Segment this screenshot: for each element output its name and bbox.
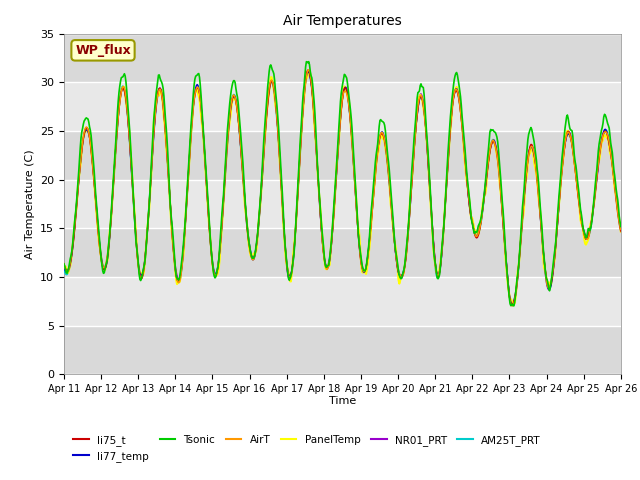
PanelTemp [60, 266, 68, 272]
Bar [64, 228, 621, 277]
Tsonic [510, 303, 518, 309]
AM25T_PRT [617, 228, 625, 233]
li77_temp [70, 230, 78, 236]
PanelTemp [510, 302, 518, 308]
Tsonic [60, 261, 68, 267]
li75_t [304, 67, 312, 73]
li75_t [70, 233, 78, 239]
li77_temp [509, 302, 516, 308]
PanelTemp [617, 228, 625, 234]
li75_t [60, 261, 68, 267]
AirT [60, 261, 68, 266]
NR01_PRT [428, 203, 435, 209]
X-axis label: Time: Time [329, 396, 356, 406]
li77_temp [184, 178, 192, 184]
AirT [214, 267, 221, 273]
PanelTemp [411, 136, 419, 142]
Tsonic [70, 224, 78, 230]
AM25T_PRT [127, 166, 135, 172]
Line: PanelTemp: PanelTemp [64, 71, 621, 305]
Line: NR01_PRT: NR01_PRT [64, 71, 621, 303]
Bar [64, 131, 621, 180]
NR01_PRT [184, 180, 192, 185]
li77_temp [60, 264, 68, 270]
Line: li75_t: li75_t [64, 70, 621, 305]
Line: AirT: AirT [64, 70, 621, 306]
AM25T_PRT [70, 229, 78, 235]
PanelTemp [70, 228, 78, 234]
li75_t [127, 165, 135, 170]
NR01_PRT [214, 269, 221, 275]
NR01_PRT [411, 136, 419, 142]
AM25T_PRT [509, 301, 516, 307]
Line: AM25T_PRT: AM25T_PRT [64, 73, 621, 304]
NR01_PRT [509, 300, 516, 306]
AM25T_PRT [304, 71, 312, 76]
AM25T_PRT [411, 135, 419, 141]
li75_t [617, 228, 625, 234]
AirT [70, 228, 78, 234]
NR01_PRT [70, 230, 78, 236]
Tsonic [305, 59, 312, 64]
AM25T_PRT [214, 266, 221, 272]
AirT [411, 136, 419, 142]
AirT [428, 206, 435, 212]
li75_t [411, 137, 419, 143]
PanelTemp [214, 271, 221, 277]
Tsonic [214, 267, 221, 273]
li77_temp [127, 165, 135, 170]
li77_temp [428, 206, 435, 212]
AirT [305, 67, 312, 72]
PanelTemp [184, 180, 192, 185]
Title: Air Temperatures: Air Temperatures [283, 14, 402, 28]
Line: Tsonic: Tsonic [64, 61, 621, 306]
li77_temp [304, 69, 312, 74]
Tsonic [428, 202, 435, 208]
Bar [64, 326, 621, 374]
AM25T_PRT [184, 180, 192, 186]
li75_t [184, 180, 192, 186]
Tsonic [184, 174, 192, 180]
Tsonic [617, 224, 625, 229]
NR01_PRT [60, 263, 68, 268]
Bar [64, 34, 621, 82]
li75_t [214, 268, 221, 274]
AirT [617, 227, 625, 232]
PanelTemp [428, 207, 435, 213]
Legend: li75_t, li77_temp, Tsonic, AirT, PanelTemp, NR01_PRT, AM25T_PRT: li75_t, li77_temp, Tsonic, AirT, PanelTe… [69, 431, 545, 466]
NR01_PRT [617, 229, 625, 235]
AirT [127, 163, 135, 169]
Line: li77_temp: li77_temp [64, 72, 621, 305]
li77_temp [617, 226, 625, 232]
li75_t [509, 302, 516, 308]
AirT [509, 303, 516, 309]
Tsonic [411, 126, 419, 132]
NR01_PRT [304, 68, 312, 74]
PanelTemp [127, 159, 135, 165]
li77_temp [214, 267, 221, 273]
AirT [184, 180, 192, 186]
PanelTemp [306, 68, 314, 74]
li77_temp [411, 137, 419, 143]
Text: WP_flux: WP_flux [75, 44, 131, 57]
Y-axis label: Air Temperature (C): Air Temperature (C) [24, 149, 35, 259]
AM25T_PRT [428, 206, 435, 212]
Tsonic [127, 156, 135, 162]
li75_t [428, 204, 435, 210]
AM25T_PRT [60, 267, 68, 273]
NR01_PRT [127, 166, 135, 171]
